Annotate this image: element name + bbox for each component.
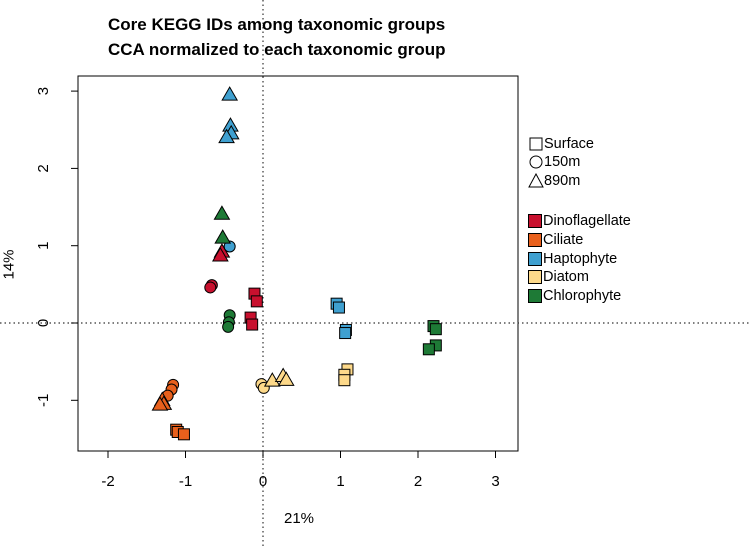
legend-label: 150m — [544, 154, 581, 170]
legend-item-diatom: Diatom — [528, 268, 589, 286]
y-tick-label: -1 — [35, 394, 52, 407]
legend-item-haptophyte: Haptophyte — [528, 250, 617, 268]
x-tick-label: 3 — [491, 473, 499, 490]
x-tick-label: -1 — [179, 473, 192, 490]
square-shape-icon — [529, 137, 543, 151]
plot-frame — [77, 75, 519, 452]
haptophyte-circle-point — [223, 240, 236, 253]
diatom-square-point — [338, 374, 351, 387]
y-axis-label: 14% — [0, 249, 18, 280]
diatom-triangle-point — [263, 372, 281, 387]
x-tick-label: 2 — [414, 473, 422, 490]
chart-title-line-2: CCA normalized to each taxonomic group — [108, 40, 446, 59]
chlorophyte-triangle-point — [214, 229, 232, 244]
dinoflagellate-square-point — [250, 295, 263, 308]
y-tick-label: 2 — [35, 164, 52, 172]
legend-label: Haptophyte — [543, 251, 618, 267]
color-swatch — [528, 289, 542, 303]
chlorophyte-triangle-point — [213, 205, 231, 220]
chlorophyte-square-point — [422, 343, 435, 356]
y-tick-label: 0 — [35, 319, 52, 327]
legend-label: Chlorophyte — [543, 288, 622, 304]
legend-item-890m: 890m — [528, 172, 580, 190]
data-points — [151, 86, 442, 441]
x-tick-label: -2 — [101, 473, 114, 490]
legend-item-surface: Surface — [528, 135, 594, 153]
haptophyte-square-point — [339, 327, 352, 340]
haptophyte-square-point — [332, 301, 345, 314]
circle-shape-icon — [529, 155, 543, 169]
dinoflagellate-circle-point — [204, 281, 217, 294]
chart-title-line-1: Core KEGG IDs among taxonomic groups — [108, 15, 446, 34]
legend-label: 890m — [544, 173, 581, 189]
legend-item-150m: 150m — [528, 153, 580, 171]
legend-label: Dinoflagellate — [543, 213, 631, 229]
legend-label: Surface — [544, 136, 594, 152]
x-axis-label: 21% — [284, 510, 315, 527]
dinoflagellate-square-point — [246, 318, 259, 331]
legend-item-dinoflagellate: Dinoflagellate — [528, 212, 631, 230]
legend-label: Ciliate — [543, 232, 584, 248]
haptophyte-triangle-point — [218, 128, 235, 144]
legend-label: Diatom — [543, 269, 589, 285]
ciliate-square-point — [177, 428, 190, 441]
y-tick-label: 1 — [35, 242, 52, 250]
color-swatch — [528, 270, 542, 284]
color-swatch — [528, 214, 542, 228]
y-tick-label: 3 — [35, 87, 52, 95]
legend-item-ciliate: Ciliate — [528, 231, 583, 249]
x-tick-label: 0 — [259, 473, 267, 490]
color-swatch — [528, 252, 542, 266]
haptophyte-triangle-point — [221, 86, 239, 101]
x-tick-label: 1 — [336, 473, 344, 490]
diatom-triangle-point — [277, 371, 295, 386]
legend-item-chlorophyte: Chlorophyte — [528, 287, 621, 305]
ciliate-triangle-point — [151, 396, 169, 411]
chlorophyte-circle-point — [222, 320, 235, 333]
color-swatch — [528, 233, 542, 247]
triangle-shape-icon — [528, 173, 544, 188]
dinoflagellate-triangle-point — [212, 246, 229, 262]
chlorophyte-square-point — [429, 323, 442, 336]
